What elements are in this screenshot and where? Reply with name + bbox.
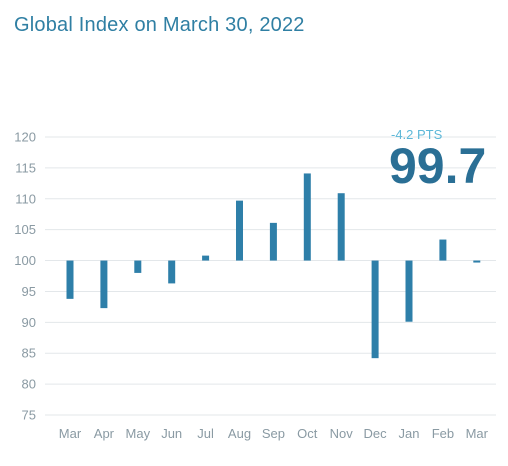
- x-tick-label: Mar: [59, 426, 82, 441]
- bar: [473, 260, 481, 263]
- bar: [236, 200, 243, 261]
- bar: [269, 222, 277, 261]
- y-tick-label: 95: [22, 284, 36, 299]
- x-tick-label: Jul: [197, 426, 214, 441]
- x-tick-label: Apr: [94, 426, 115, 441]
- x-tick-label: Dec: [364, 426, 388, 441]
- x-tick-label: Nov: [330, 426, 354, 441]
- bar: [202, 255, 210, 261]
- y-tick-label: 105: [14, 222, 36, 237]
- x-tick-label: Aug: [228, 426, 251, 441]
- bar: [405, 260, 413, 322]
- change-label: -4.2 PTS: [391, 127, 443, 142]
- bar: [337, 193, 345, 261]
- y-tick-label: 90: [22, 315, 36, 330]
- x-tick-label: Jan: [399, 426, 420, 441]
- current-value: 99.7: [389, 138, 486, 194]
- y-tick-label: 100: [14, 253, 36, 268]
- x-tick-label: Sep: [262, 426, 285, 441]
- bar: [303, 173, 311, 261]
- x-axis-ticks: Mar Apr May Jun Jul Aug Sep Oct Nov Dec Jan Feb Mar: [59, 426, 489, 441]
- x-tick-label: Feb: [432, 426, 454, 441]
- y-tick-label: 115: [15, 160, 36, 175]
- bar: [66, 260, 74, 299]
- y-axis-ticks: 120 115 110 105 100 95 90 85 80 75: [14, 130, 36, 423]
- bars: [66, 173, 481, 359]
- x-tick-label: Oct: [297, 426, 318, 441]
- y-tick-label: 120: [14, 130, 36, 145]
- y-tick-label: 110: [15, 191, 36, 206]
- y-tick-label: 75: [22, 408, 36, 423]
- x-tick-label: Mar: [466, 426, 489, 441]
- y-tick-label: 80: [22, 377, 36, 392]
- x-tick-label: Jun: [161, 426, 182, 441]
- x-tick-label: May: [126, 426, 151, 441]
- bar: [371, 260, 379, 359]
- bar: [168, 260, 176, 284]
- chart-title: Global Index on March 30, 2022: [14, 14, 305, 36]
- bar: [134, 260, 142, 273]
- y-tick-label: 85: [22, 346, 36, 361]
- bar: [439, 239, 447, 261]
- bar: [100, 260, 108, 309]
